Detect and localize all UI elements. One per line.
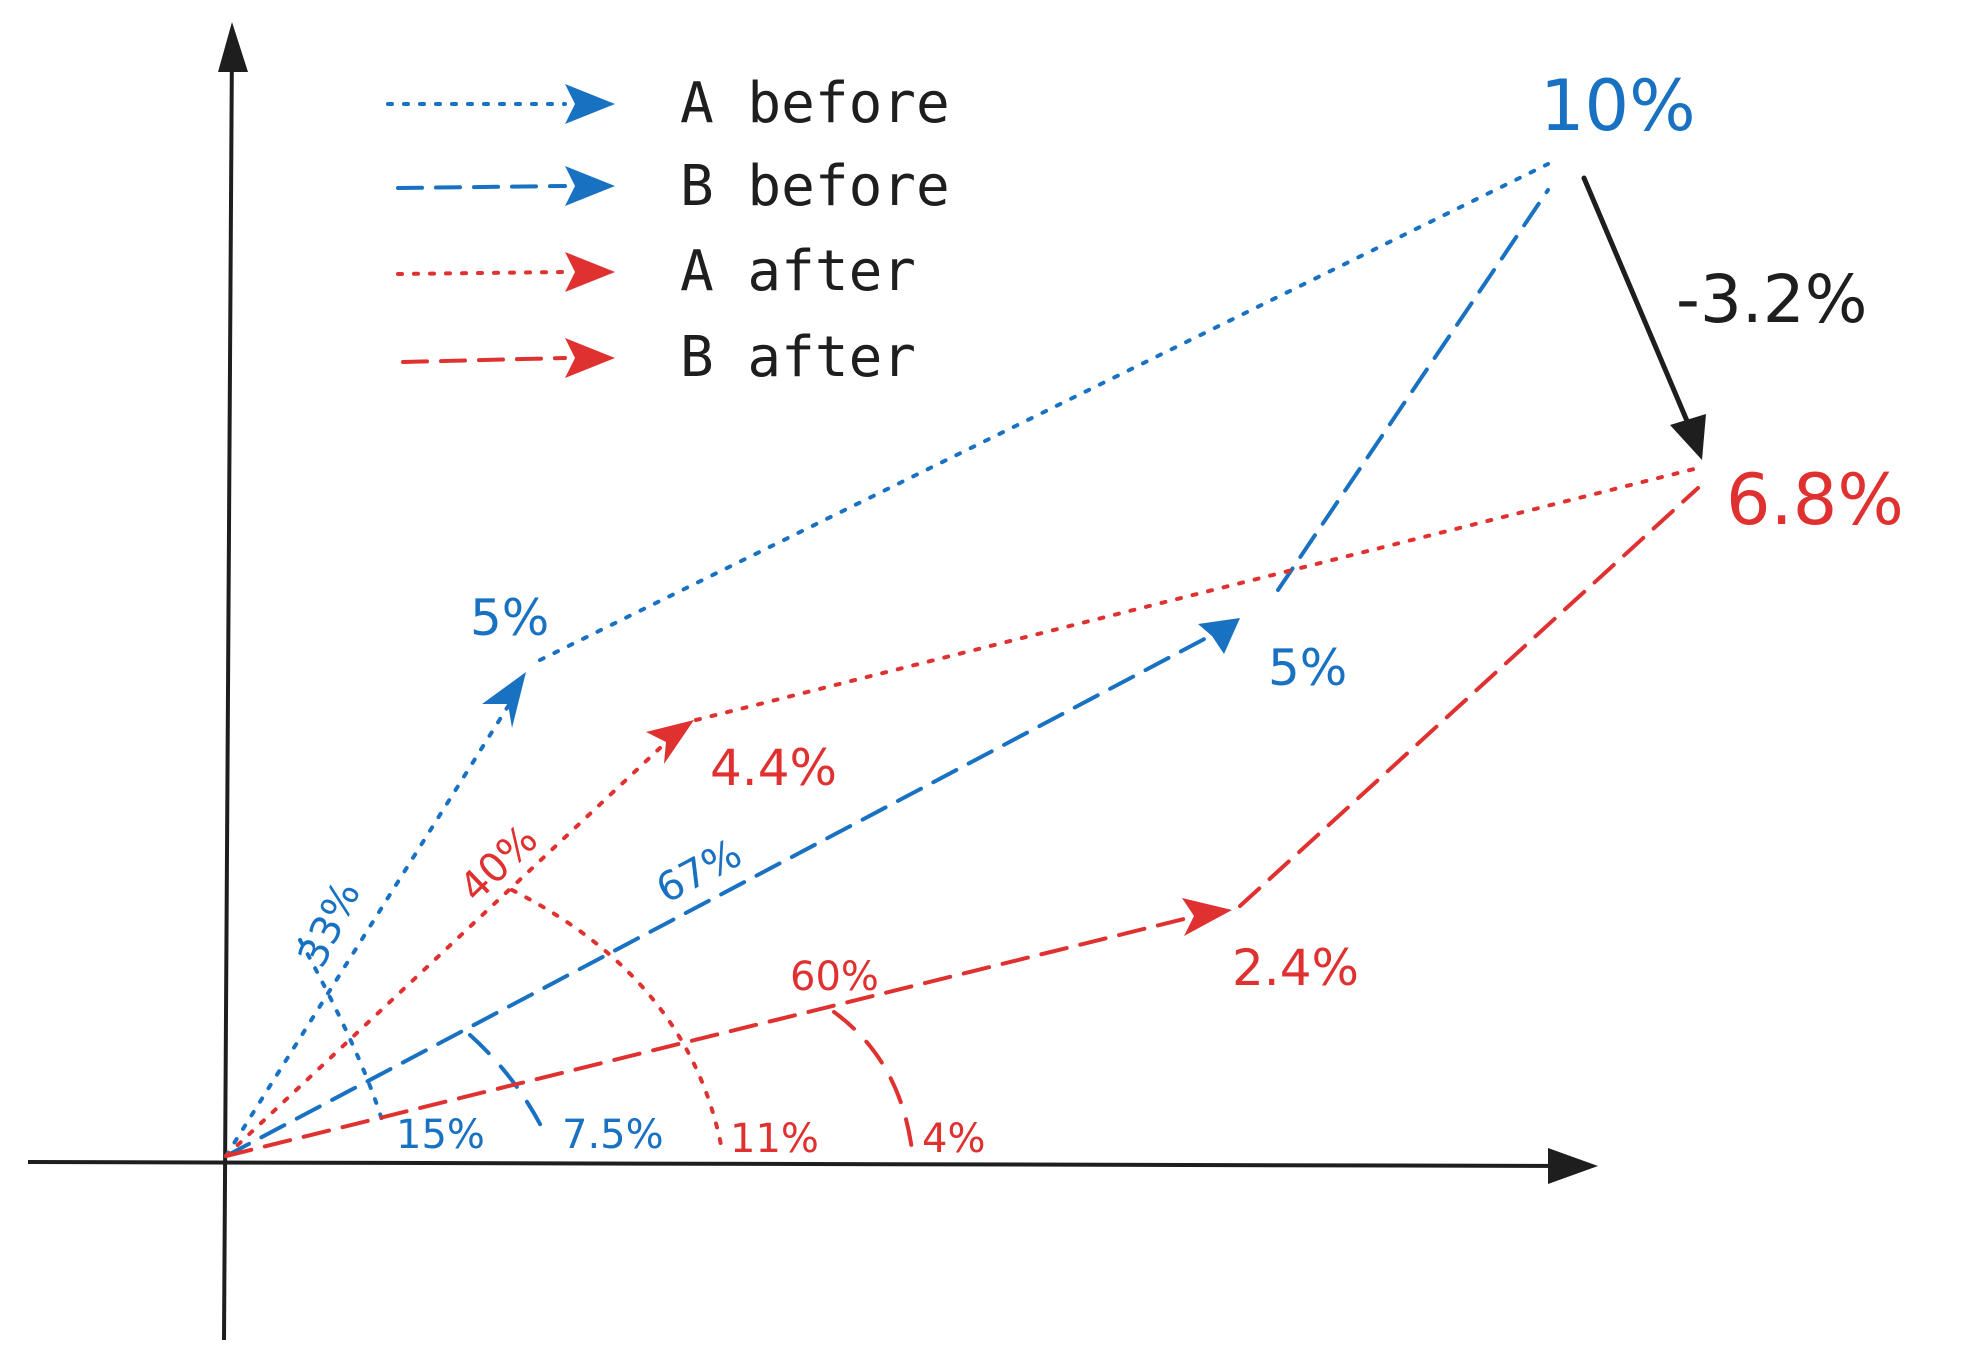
black-arrowhead-icon xyxy=(1670,414,1706,460)
b-before-vector xyxy=(224,634,1212,1158)
b-before-angle-label: 67% xyxy=(649,830,749,912)
legend-item-a-before: A before xyxy=(386,71,950,136)
red-axis-label-4: 4% xyxy=(922,1116,985,1162)
b-after-angle-arc xyxy=(832,1010,914,1152)
b-before-value-label: 5% xyxy=(1268,639,1347,697)
a-after-angle-label: 40% xyxy=(451,816,547,911)
x-axis-arrowhead-icon xyxy=(1548,1148,1598,1184)
legend-item-b-after: B after xyxy=(401,325,916,390)
x-axis xyxy=(27,1160,1581,1168)
red-arrowhead-icon xyxy=(646,720,694,764)
blue-arrowhead-icon xyxy=(565,166,615,206)
axes xyxy=(27,22,1598,1341)
before-vectors xyxy=(224,162,1550,1158)
legend-item-b-before: B before xyxy=(396,154,950,219)
change-label: -3.2% xyxy=(1676,261,1868,338)
legend-label: A after xyxy=(680,239,916,304)
blue-arrowhead-icon xyxy=(1198,618,1240,654)
a-after-angle-arc xyxy=(510,888,724,1152)
red-axis-label-11: 11% xyxy=(730,1116,819,1162)
legend-label: A before xyxy=(680,71,950,136)
a-before-value-label: 5% xyxy=(470,589,549,647)
a-after-value-label: 4.4% xyxy=(710,739,837,797)
a-before-vector xyxy=(224,698,514,1158)
red-arrowhead-icon xyxy=(1182,898,1232,936)
b-before-resultant xyxy=(1276,188,1550,592)
b-after-angle-label: 60% xyxy=(790,954,879,1000)
legend: A before B before A after B after xyxy=(386,71,950,390)
a-before-resultant xyxy=(538,162,1550,662)
change-arrow xyxy=(1581,175,1706,460)
legend-label: B before xyxy=(680,154,950,219)
a-after-vector xyxy=(224,746,662,1158)
blue-arrowhead-icon xyxy=(482,672,526,728)
a-before-angle-label: 33% xyxy=(290,874,370,974)
labels: 33% 5% 67% 5% 40% 4.4% 60% 2.4% 15% 7.5%… xyxy=(290,65,1904,1162)
red-arrowhead-icon xyxy=(565,252,615,292)
total-before-label: 10% xyxy=(1540,65,1696,147)
red-arrowhead-icon xyxy=(565,338,615,378)
blue-axis-label-15: 15% xyxy=(396,1112,485,1158)
after-vectors xyxy=(224,466,1700,1158)
y-axis xyxy=(222,39,234,1341)
legend-item-a-after: A after xyxy=(396,239,916,304)
legend-label: B after xyxy=(680,325,916,390)
a-after-resultant xyxy=(694,466,1700,722)
b-after-vector xyxy=(224,914,1198,1158)
blue-axis-label-7-5: 7.5% xyxy=(562,1112,664,1158)
y-axis-arrowhead-icon xyxy=(218,22,248,72)
b-after-resultant xyxy=(1238,486,1700,908)
b-after-value-label: 2.4% xyxy=(1232,939,1359,997)
a-before-angle-arc xyxy=(298,938,384,1122)
total-after-label: 6.8% xyxy=(1726,459,1904,541)
blue-arrowhead-icon xyxy=(565,84,615,124)
